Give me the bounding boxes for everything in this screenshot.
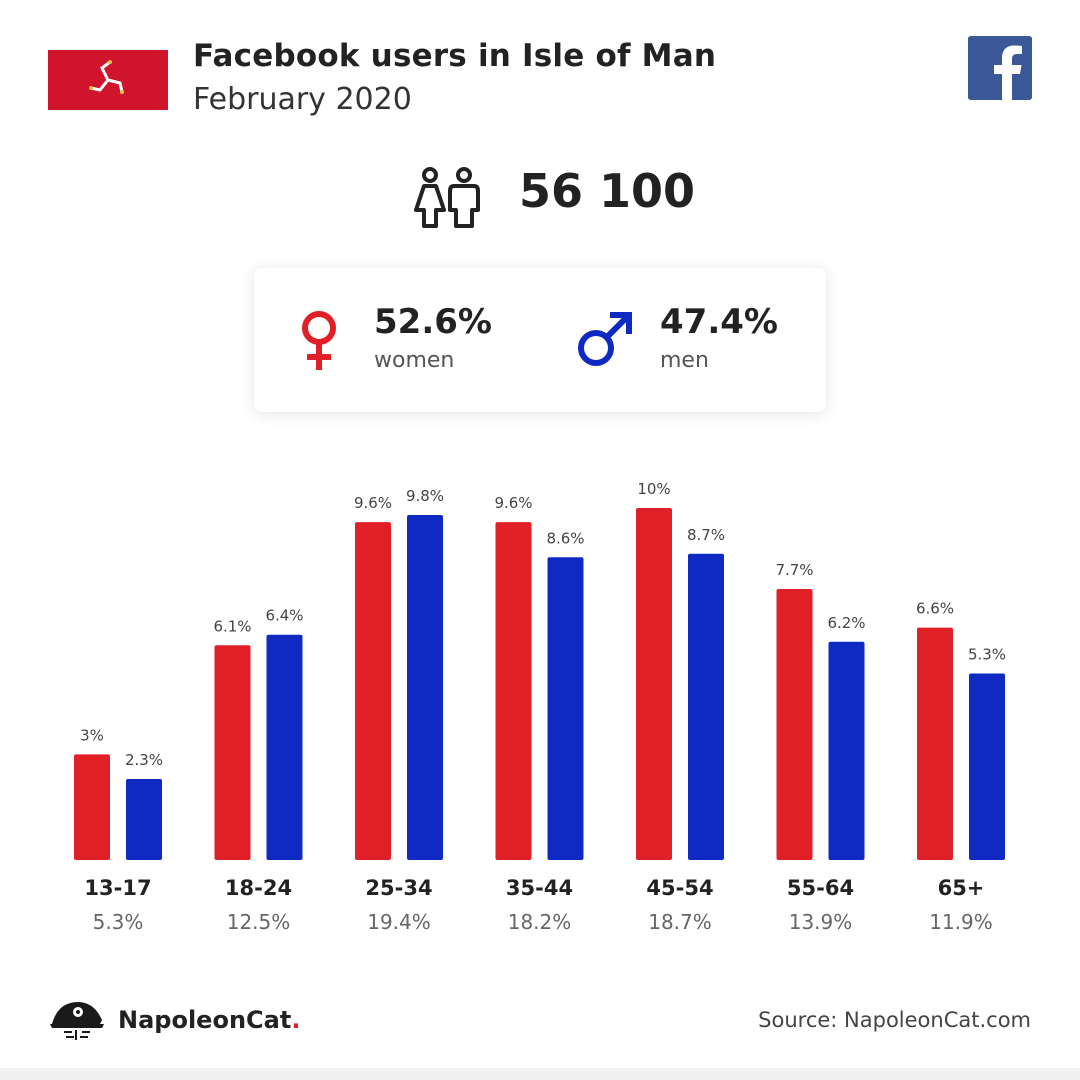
page-title: Facebook users in Isle of Man xyxy=(193,38,717,74)
napoleoncat-logo-icon xyxy=(48,994,106,1044)
age-group-total: 13.9% xyxy=(788,910,853,934)
age-group-18-24: 18-24 12.5% xyxy=(189,876,329,934)
bar-men-65+ xyxy=(969,673,1005,860)
bar-women-18-24 xyxy=(214,645,251,860)
age-group-total: 19.4% xyxy=(367,910,431,934)
source-text: Source: NapoleonCat.com xyxy=(758,1008,1031,1032)
users-icon xyxy=(414,166,484,230)
bar-label-women-13-17: 3% xyxy=(80,726,104,744)
total-users-value: 56 100 xyxy=(519,164,696,218)
age-group-name: 45-54 xyxy=(646,876,714,900)
male-symbol-icon xyxy=(576,310,634,368)
bar-label-women-45-54: 10% xyxy=(637,480,670,498)
bar-men-25-34 xyxy=(407,515,443,860)
age-group-45-54: 45-54 18.7% xyxy=(610,876,750,934)
age-group-name: 25-34 xyxy=(365,876,433,900)
bar-women-35-44 xyxy=(495,522,532,860)
brand-name: NapoleonCat. xyxy=(118,1006,301,1034)
age-group-65+: 65+ 11.9% xyxy=(891,876,1031,934)
bar-women-65+ xyxy=(917,627,953,860)
bar-label-men-18-24: 6.4% xyxy=(265,607,303,625)
age-group-55-64: 55-64 13.9% xyxy=(751,876,891,934)
bar-label-men-25-34: 9.8% xyxy=(406,487,444,505)
bar-label-women-18-24: 6.1% xyxy=(213,617,251,635)
age-group-25-34: 25-34 19.4% xyxy=(329,876,469,934)
age-group-35-44: 35-44 18.2% xyxy=(470,876,610,934)
bar-label-men-65+: 5.3% xyxy=(968,645,1006,663)
bar-label-men-13-17: 2.3% xyxy=(125,751,163,769)
female-symbol-icon xyxy=(294,308,344,372)
age-group-total: 5.3% xyxy=(92,910,144,934)
age-group-labels: 13-17 5.3% 18-24 12.5% 25-34 19.4% 35-44 18.2% 4… xyxy=(0,876,1080,946)
bar-men-13-17 xyxy=(126,779,162,860)
bar-label-men-55-64: 6.2% xyxy=(827,614,865,632)
isle-of-man-flag xyxy=(48,50,168,110)
age-group-13-17: 13-17 5.3% xyxy=(48,876,188,934)
age-group-name: 18-24 xyxy=(224,876,293,900)
age-group-total: 11.9% xyxy=(929,910,993,934)
bar-women-25-34 xyxy=(355,522,391,860)
bar-women-55-64 xyxy=(776,588,813,860)
gender-split-card: 52.6% women 47.4% men xyxy=(254,268,826,412)
age-group-total: 18.2% xyxy=(507,910,572,934)
age-gender-bar-chart: 3% 2.3% 6.1% 6.4% 9.6% 9.8% 9.6% 8.6% 10% 8.7% 7.7… xyxy=(0,470,1080,870)
page-subtitle: February 2020 xyxy=(193,82,412,117)
men-percentage: 47.4% xyxy=(660,302,778,342)
bar-women-13-17 xyxy=(74,754,110,860)
bar-men-18-24 xyxy=(266,634,303,860)
women-label: women xyxy=(374,348,455,373)
bar-label-women-65+: 6.6% xyxy=(916,600,954,618)
age-group-total: 18.7% xyxy=(648,910,712,934)
bar-label-women-25-34: 9.6% xyxy=(354,494,392,512)
bar-women-45-54 xyxy=(636,508,672,860)
bar-label-women-35-44: 9.6% xyxy=(494,494,532,512)
age-group-name: 13-17 xyxy=(84,876,152,900)
bar-label-women-55-64: 7.7% xyxy=(775,561,813,579)
age-group-name: 55-64 xyxy=(786,876,855,900)
bar-men-55-64 xyxy=(828,641,865,860)
women-percentage: 52.6% xyxy=(374,302,492,342)
age-group-total: 12.5% xyxy=(226,910,291,934)
bar-men-45-54 xyxy=(688,553,724,860)
age-group-name: 65+ xyxy=(937,876,985,900)
age-group-name: 35-44 xyxy=(505,876,574,900)
men-label: men xyxy=(660,348,709,373)
bar-label-men-35-44: 8.6% xyxy=(546,529,584,547)
bottom-divider xyxy=(0,1068,1080,1080)
bar-label-men-45-54: 8.7% xyxy=(687,526,725,544)
facebook-icon xyxy=(968,36,1032,100)
bar-men-35-44 xyxy=(547,557,584,860)
